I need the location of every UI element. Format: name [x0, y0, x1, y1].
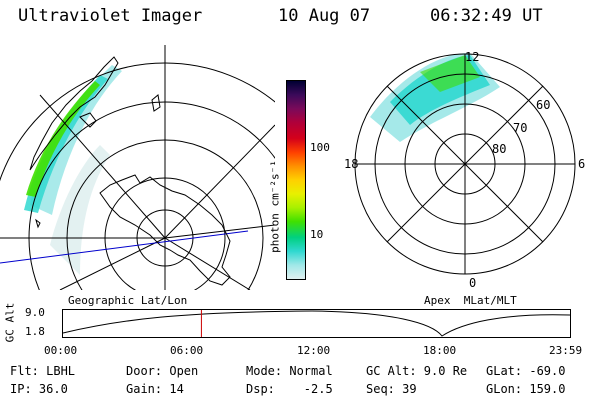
magnetic-polar-map: 12 18 6 0 60 70 80 [344, 50, 585, 287]
colorbar-gradient [287, 81, 305, 279]
timeline-xtick-1: 06:00 [170, 344, 204, 357]
status-glat: GLat: -69.0 [486, 364, 566, 378]
mlt-label-left: 18 [344, 157, 358, 171]
status-door: Door: Open [126, 364, 199, 378]
status-gain: Gain: 14 [126, 382, 184, 396]
timeline-ytick-low: 1.8 [25, 325, 45, 338]
altitude-timeline [62, 309, 571, 338]
mlat-label-70: 70 [513, 121, 527, 135]
timeline-ytick-high: 9.0 [25, 306, 45, 319]
timeline-xtick-4: 23:59 [549, 344, 583, 357]
geo-map-label: Geographic Lat/Lon [68, 294, 188, 307]
mlat-label-60: 60 [536, 98, 550, 112]
status-gc-alt: GC Alt: 9.0 Re [366, 364, 468, 378]
geographic-map [0, 45, 275, 290]
colorbar [286, 80, 306, 280]
time-label: 06:32:49 UT [430, 6, 543, 26]
mag-map-label: Apex MLat/MLT [424, 294, 517, 307]
status-seq: Seq: 39 [366, 382, 417, 396]
mlt-label-top: 12 [465, 50, 479, 64]
date-label: 10 Aug 07 [278, 6, 371, 26]
colorbar-tick-100: 100 [310, 141, 330, 154]
timeline-xtick-3: 18:00 [423, 344, 457, 357]
timeline-axis-label: GC Alt [3, 302, 17, 343]
status-glon: GLon: 159.0 [486, 382, 566, 396]
timeline-xtick-0: 00:00 [44, 344, 78, 357]
colorbar-tick-10: 10 [310, 228, 324, 241]
mlt-label-bottom: 0 [469, 276, 476, 287]
mlat-label-80: 80 [492, 142, 506, 156]
status-dsp: Dsp: -2.5 [246, 382, 333, 396]
colorbar-label: photon cm⁻²s⁻¹ [268, 160, 282, 253]
status-mode: Mode: Normal [246, 364, 333, 378]
mlt-label-right: 6 [578, 157, 585, 171]
timeline-xtick-2: 12:00 [297, 344, 331, 357]
status-ip: IP: 36.0 [10, 382, 68, 396]
status-flt: Flt: LBHL [10, 364, 76, 378]
instrument-title: Ultraviolet Imager [18, 6, 203, 26]
